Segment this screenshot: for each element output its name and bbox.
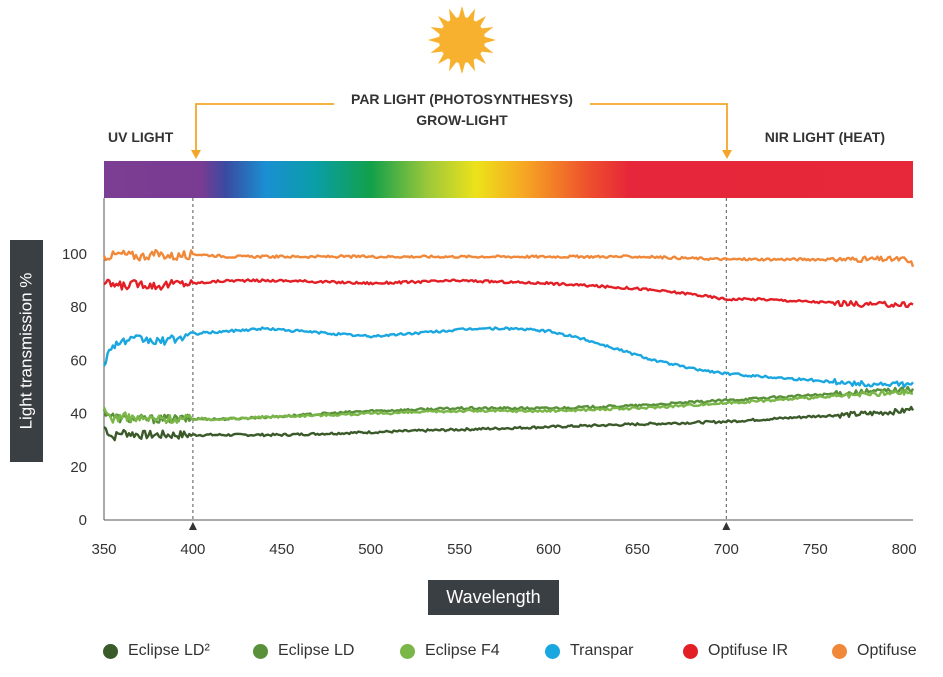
marker-triangle-icon [722, 522, 731, 530]
marker-lines [188, 198, 731, 530]
legend-dot-icon [545, 643, 560, 659]
legend-item-optifuse-ir: Optifuse IR [683, 642, 788, 660]
series-line-optifuse [102, 248, 915, 268]
y-tick-label: 60 [70, 352, 87, 369]
y-axis-title-text: Light transmission % [16, 272, 36, 430]
par-bracket [191, 103, 732, 159]
legend-dot-icon [832, 643, 847, 659]
x-ticks: 350 400 450 500 550 600 650 700 750 800 [91, 541, 916, 558]
legend-label: Eclipse LD [278, 642, 355, 659]
sun-icon [428, 6, 496, 74]
uv-label: UV LIGHT [108, 129, 174, 145]
y-tick-label: 100 [62, 246, 87, 263]
legend-dot-icon [103, 643, 118, 659]
x-tick-label: 750 [803, 541, 828, 558]
nir-label: NIR LIGHT (HEAT) [765, 129, 885, 145]
y-ticks: 0 20 40 60 80 100 [62, 246, 87, 529]
marker-triangle-icon [188, 522, 197, 530]
x-tick-label: 700 [714, 541, 739, 558]
x-axis-title: Wavelength [428, 580, 559, 615]
x-tick-label: 400 [180, 541, 205, 558]
legend-label: Eclipse LD² [128, 642, 210, 659]
par-label: PAR LIGHT (PHOTOSYNTHESYS) [351, 91, 573, 107]
legend-item-optifuse: Optifuse [832, 642, 917, 660]
legend-item-eclipse-ld: Eclipse LD [253, 642, 354, 660]
legend-dot-icon [253, 643, 268, 659]
series-layer [102, 248, 915, 442]
legend-dot-icon [683, 643, 698, 659]
legend-label: Optifuse IR [708, 642, 789, 659]
series-line-transpar [102, 326, 914, 389]
legend-item-eclipse-ld2: Eclipse LD² [103, 642, 210, 660]
series-line-optifuse-ir [103, 278, 914, 309]
x-tick-label: 450 [269, 541, 294, 558]
y-tick-label: 20 [70, 459, 87, 476]
x-tick-label: 800 [892, 541, 917, 558]
x-tick-label: 600 [536, 541, 561, 558]
x-tick-label: 500 [358, 541, 383, 558]
legend-label: Optifuse [857, 642, 917, 659]
legend-item-transpar: Transpar [545, 642, 633, 660]
legend-item-eclipse-f4: Eclipse F4 [400, 642, 500, 660]
series-line-eclipse-f4 [102, 389, 914, 425]
x-tick-label: 350 [91, 541, 116, 558]
y-axis-title: Light transmission % [10, 240, 43, 462]
grow-label: GROW-LIGHT [416, 112, 508, 128]
legend-label: Eclipse F4 [425, 642, 500, 659]
y-tick-label: 80 [70, 299, 87, 316]
x-tick-label: 550 [447, 541, 472, 558]
series-line-eclipse-ld- [103, 405, 915, 442]
x-tick-label: 650 [625, 541, 650, 558]
x-axis-title-text: Wavelength [446, 587, 541, 607]
y-tick-label: 0 [79, 512, 87, 529]
legend-label: Transpar [570, 642, 634, 659]
spectrum-band [104, 161, 913, 198]
legend-dot-icon [400, 643, 415, 659]
y-tick-label: 40 [70, 406, 87, 423]
legend: Eclipse LD² Eclipse LD Eclipse F4 Transp… [0, 642, 943, 670]
